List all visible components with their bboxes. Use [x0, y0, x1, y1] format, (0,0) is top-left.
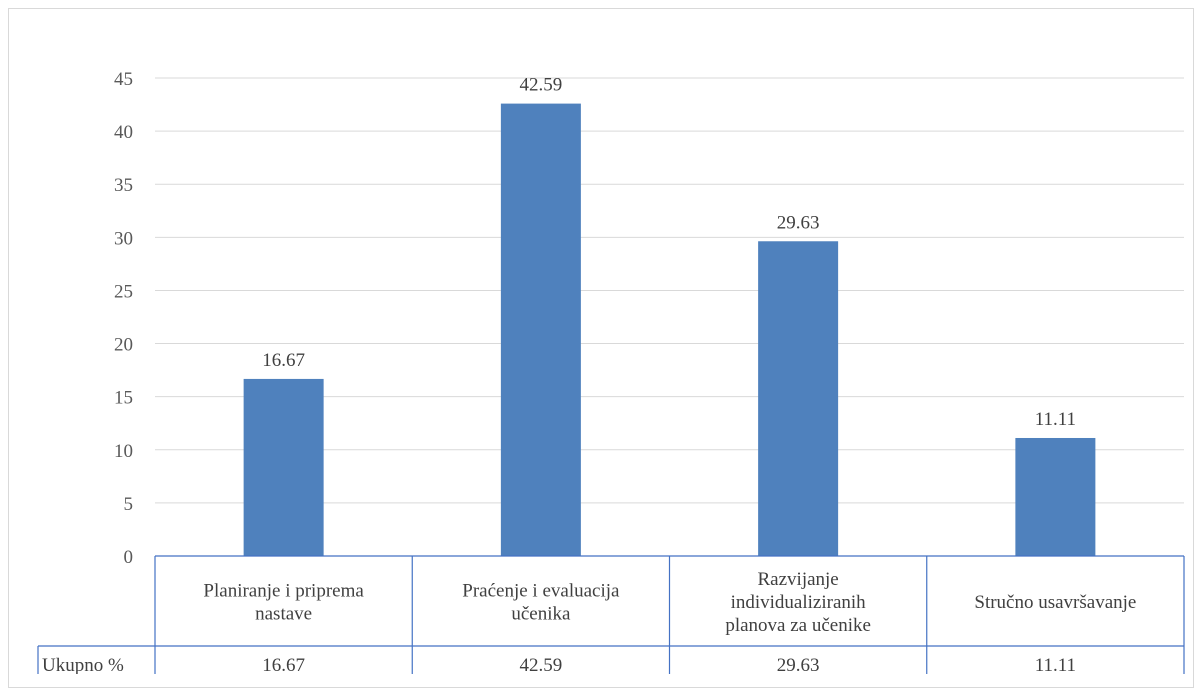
y-tick-label: 0 [124, 547, 134, 568]
gridlines [155, 77, 1184, 504]
bar [758, 241, 839, 556]
category-label: Planiranje i priprema nastave [203, 581, 364, 625]
category-label-line: Planiranje i priprema [203, 581, 364, 602]
y-tick-label: 35 [114, 175, 133, 196]
category-label: Praćenje i evaluacija učenika [462, 581, 620, 625]
category-label-line: učenika [511, 604, 571, 625]
data-label: 29.63 [777, 212, 820, 233]
y-tick-label: 10 [114, 441, 133, 462]
bars [243, 103, 1096, 557]
table-value-cell: 29.63 [777, 655, 820, 674]
data-labels: 16.67 42.59 29.63 11.11 [262, 75, 1076, 430]
category-label: Stručno usavršavanje [974, 592, 1136, 613]
category-label-line: nastave [255, 604, 312, 625]
category-label: Razvijanje individualiziranih planova za u… [725, 569, 871, 636]
category-label-line: Razvijanje [758, 569, 839, 590]
data-label: 11.11 [1035, 409, 1076, 430]
bar [243, 378, 324, 556]
table-value-cell: 11.11 [1035, 655, 1076, 674]
y-tick-label: 5 [124, 494, 134, 515]
y-tick-label: 25 [114, 281, 133, 302]
data-label: 16.67 [262, 350, 305, 371]
bar [500, 103, 581, 557]
category-label-line: Praćenje i evaluacija [462, 581, 620, 602]
table-row-label: Ukupno % [42, 655, 124, 674]
data-table: Planiranje i priprema nastave Praćenje i e… [37, 555, 1185, 674]
data-label: 42.59 [520, 75, 563, 96]
category-label-line: planova za učenike [725, 615, 871, 636]
bar [1015, 437, 1096, 556]
y-tick-label: 20 [114, 335, 133, 356]
category-label-line: Stručno usavršavanje [974, 592, 1136, 613]
y-tick-label: 15 [114, 388, 133, 409]
y-tick-label: 45 [114, 69, 133, 90]
table-value-cell: 42.59 [520, 655, 563, 674]
y-tick-label: 30 [114, 228, 133, 249]
table-value-cell: 16.67 [262, 655, 305, 674]
category-label-line: individualiziranih [731, 592, 867, 613]
y-tick-label: 40 [114, 122, 133, 143]
y-axis-tick-labels: 0 5 10 15 20 25 30 35 40 45 [114, 69, 133, 568]
